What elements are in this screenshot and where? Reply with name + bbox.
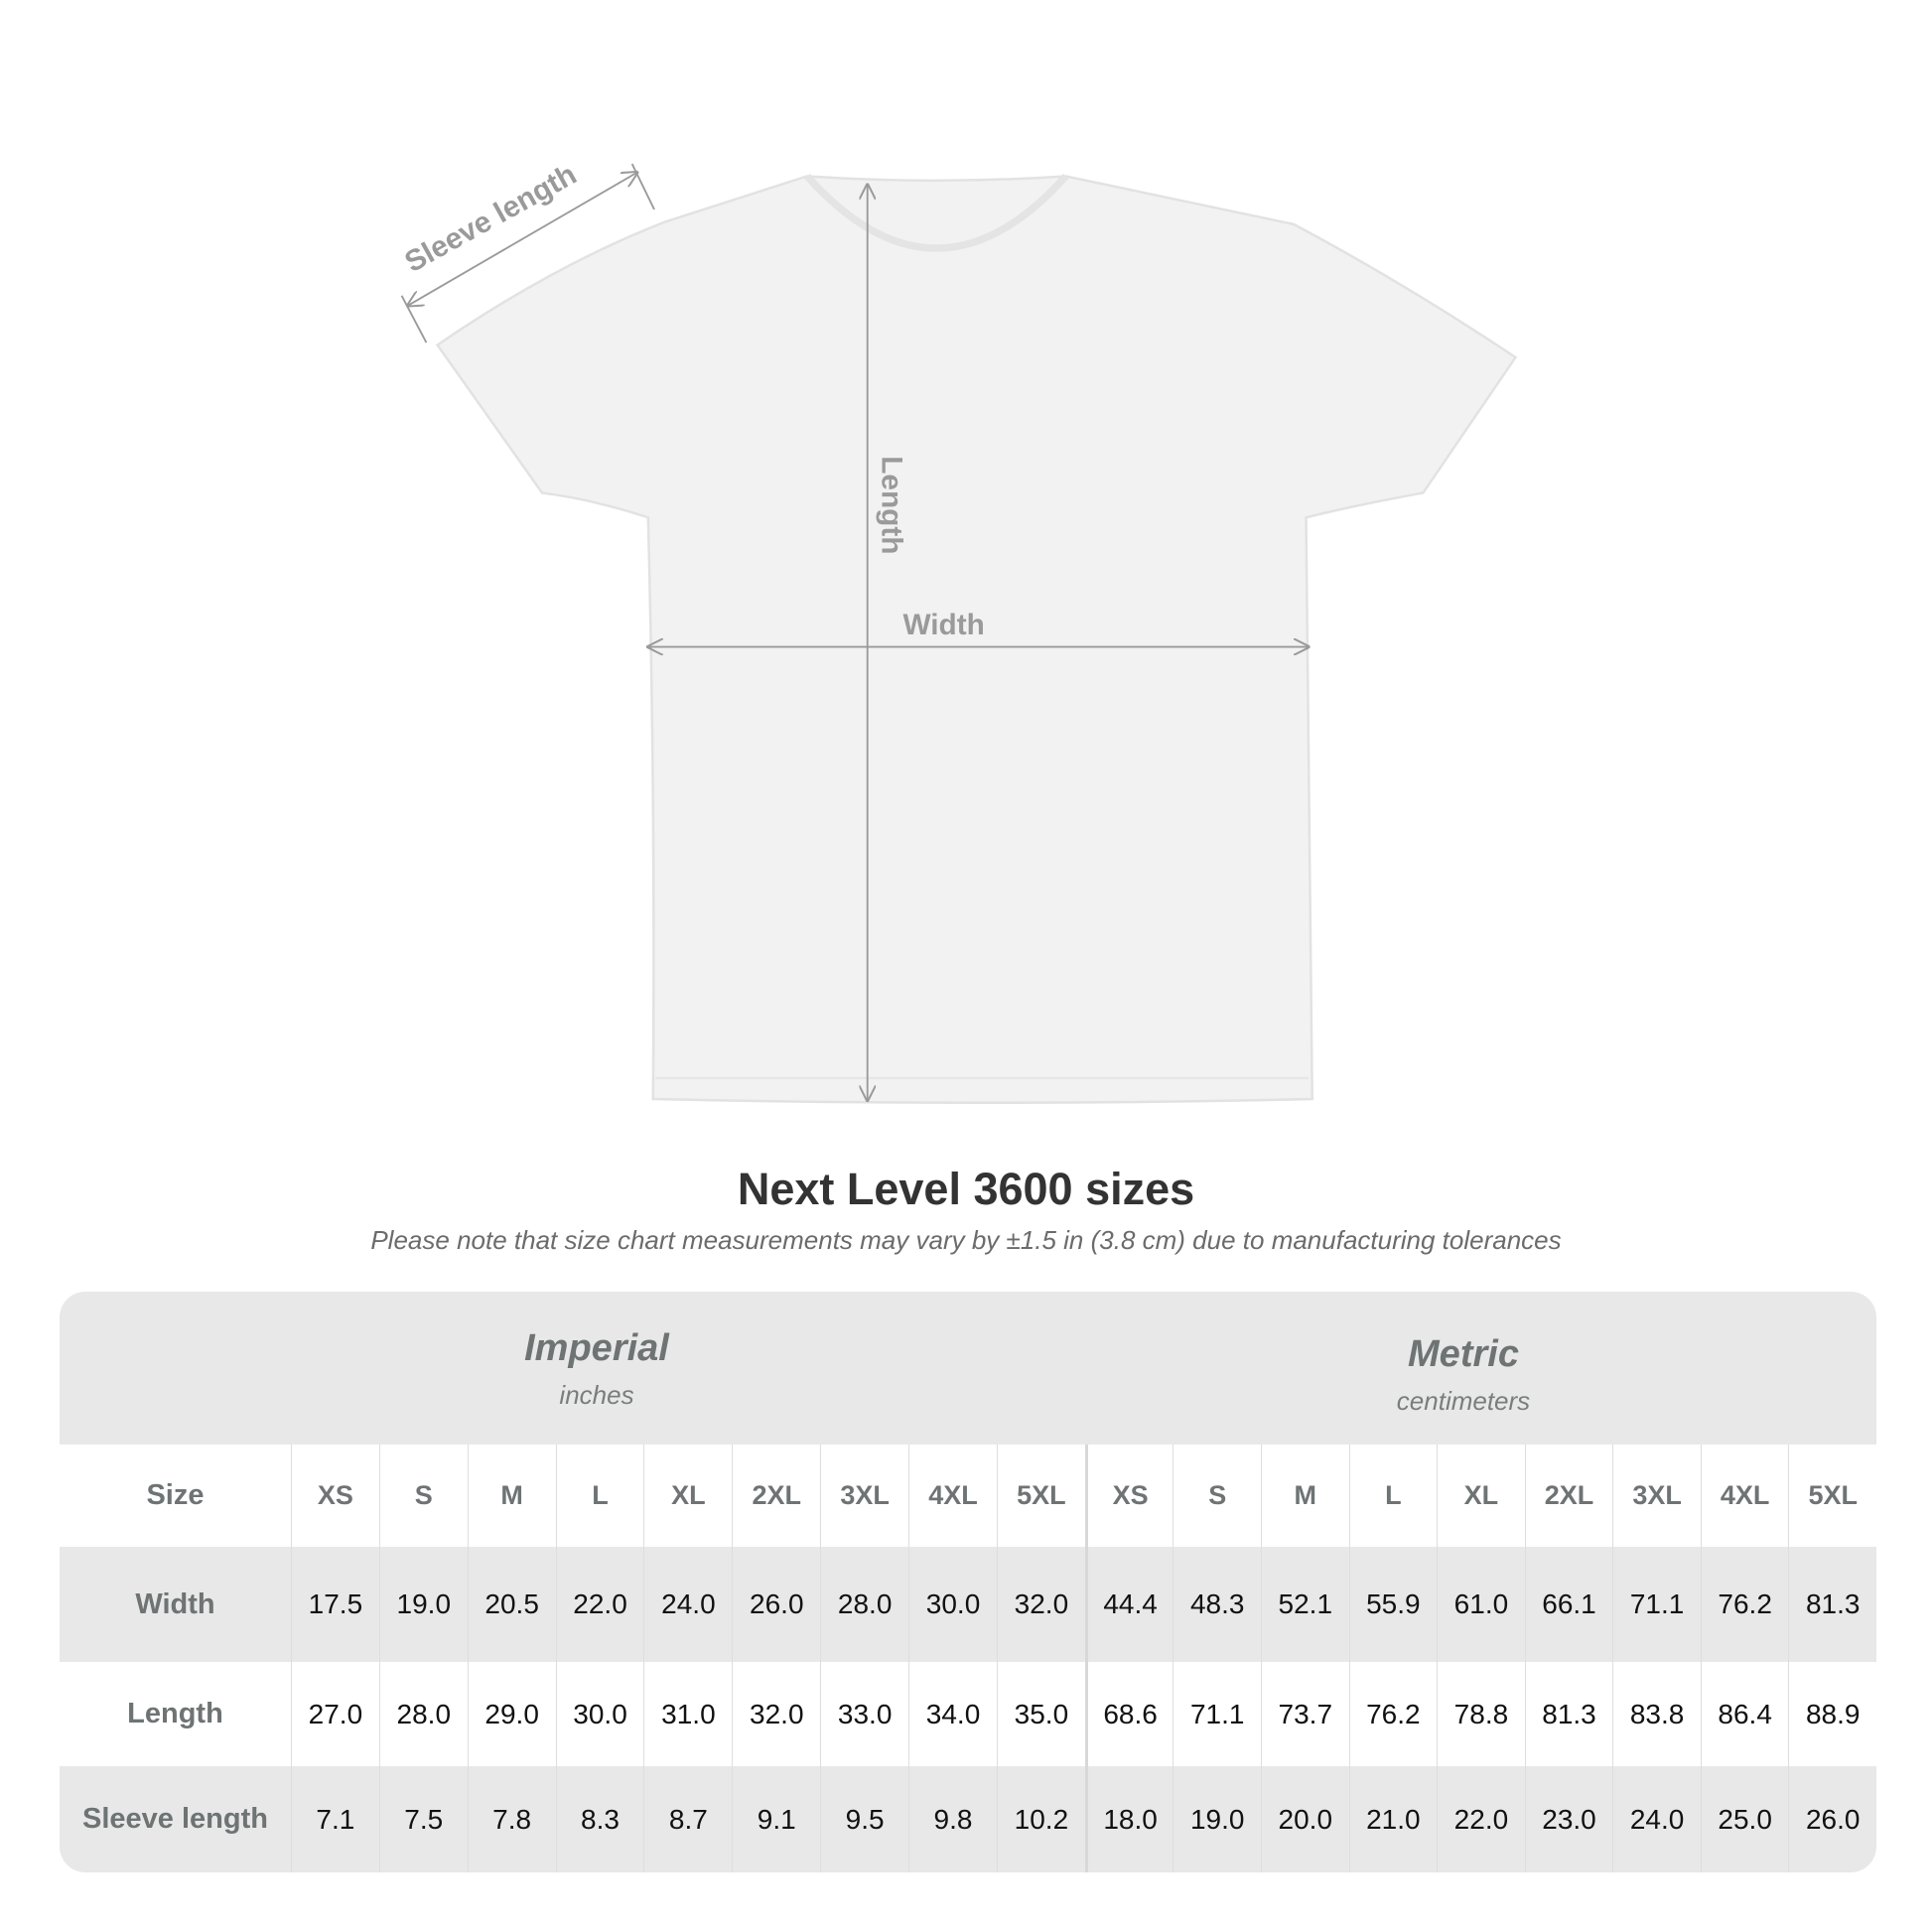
metric-value-cell: 71.1 (1612, 1547, 1701, 1662)
metric-value-cell: 66.1 (1524, 1547, 1613, 1662)
metric-value-cell: 26.0 (1788, 1766, 1876, 1872)
imperial-value-cell: 19.0 (378, 1547, 468, 1662)
metric-value-cell: 81.3 (1788, 1547, 1876, 1662)
imperial-value-cell: 27.0 (290, 1662, 379, 1766)
metric-value-cell: 73.7 (1260, 1662, 1349, 1766)
metric-value-cell: 88.9 (1788, 1662, 1876, 1766)
metric-value-cell: 71.1 (1173, 1662, 1261, 1766)
metric-unit: centimeters (1396, 1386, 1531, 1416)
row-label: Width (135, 1587, 215, 1620)
metric-value-cell: 18.0 (1084, 1766, 1173, 1872)
imperial-size-header: S (378, 1445, 468, 1547)
metric-value-cell: 20.0 (1260, 1766, 1349, 1872)
metric-value-cell: 19.0 (1173, 1766, 1261, 1872)
metric-value-cell: 24.0 (1612, 1766, 1701, 1872)
table-row: Width 17.5 19.0 20.5 22.0 24.0 26.0 28.0 30.0 32.… (60, 1547, 1876, 1662)
sleeve-tick-left (400, 295, 428, 344)
metric-value-cell: 22.0 (1437, 1766, 1525, 1872)
imperial-value-cell: 30.0 (908, 1547, 997, 1662)
width-label: Width (902, 609, 984, 641)
metric-size-header: 5XL (1788, 1445, 1876, 1547)
table-row: Length 27.0 28.0 29.0 30.0 31.0 32.0 33.0 34.0 35… (60, 1662, 1876, 1766)
imperial-title: Imperial (524, 1327, 669, 1369)
imperial-value-cell: 9.1 (732, 1766, 820, 1872)
imperial-value-cell: 32.0 (732, 1662, 820, 1766)
imperial-size-header: M (467, 1445, 556, 1547)
imperial-size-header: L (555, 1445, 644, 1547)
imperial-value-cell: 34.0 (908, 1662, 997, 1766)
imperial-value-cell: 28.0 (820, 1547, 908, 1662)
metric-value-cell: 48.3 (1173, 1547, 1261, 1662)
metric-value-cell: 86.4 (1700, 1662, 1789, 1766)
imperial-value-cell: 7.5 (378, 1766, 468, 1872)
metric-value-cell: 55.9 (1348, 1547, 1438, 1662)
imperial-value-cell: 10.2 (996, 1766, 1085, 1872)
imperial-size-header: 2XL (732, 1445, 820, 1547)
metric-size-header: 3XL (1612, 1445, 1701, 1547)
imperial-value-cell: 31.0 (643, 1662, 732, 1766)
imperial-value-cell: 28.0 (378, 1662, 468, 1766)
metric-value-cell: 76.2 (1700, 1547, 1789, 1662)
metric-size-header: 4XL (1700, 1445, 1789, 1547)
imperial-unit: inches (559, 1380, 634, 1410)
metric-size-header: S (1173, 1445, 1261, 1547)
imperial-value-cell: 26.0 (732, 1547, 820, 1662)
imperial-value-cell: 30.0 (555, 1662, 644, 1766)
imperial-value-cell: 9.5 (820, 1766, 908, 1872)
imperial-size-header: 3XL (820, 1445, 908, 1547)
metric-value-cell: 44.4 (1084, 1547, 1173, 1662)
imperial-value-cell: 32.0 (996, 1547, 1085, 1662)
imperial-value-cell: 22.0 (555, 1547, 644, 1662)
metric-value-cell: 23.0 (1524, 1766, 1613, 1872)
metric-value-cell: 76.2 (1348, 1662, 1438, 1766)
imperial-value-cell: 33.0 (820, 1662, 908, 1766)
row-label: Length (127, 1698, 223, 1729)
metric-header: Metric centimeters (1116, 1333, 1811, 1417)
metric-size-header: XL (1437, 1445, 1525, 1547)
metric-value-cell: 61.0 (1437, 1547, 1525, 1662)
imperial-value-cell: 35.0 (996, 1662, 1085, 1766)
imperial-size-header: 4XL (908, 1445, 997, 1547)
metric-title: Metric (1408, 1333, 1519, 1375)
size-table: Imperial inches Metric centimeters Size X… (60, 1292, 1876, 1872)
metric-value-cell: 25.0 (1700, 1766, 1789, 1872)
metric-size-header: L (1348, 1445, 1438, 1547)
imperial-value-cell: 8.7 (643, 1766, 732, 1872)
imperial-value-cell: 7.8 (467, 1766, 556, 1872)
size-header-label: Size (146, 1479, 205, 1511)
metric-size-header: M (1260, 1445, 1349, 1547)
imperial-size-header: XS (290, 1445, 379, 1547)
metric-value-cell: 68.6 (1084, 1662, 1173, 1766)
sleeve-arrow (408, 173, 637, 306)
metric-value-cell: 21.0 (1348, 1766, 1438, 1872)
table-row: Sleeve length 7.1 7.5 7.8 8.3 8.7 9.1 9.5 9.8 10.… (60, 1766, 1876, 1872)
sleeve-length-label: Sleeve length (399, 158, 582, 279)
sleeve-tick-right (630, 163, 655, 210)
imperial-value-cell: 20.5 (467, 1547, 556, 1662)
metric-size-header: 2XL (1524, 1445, 1613, 1547)
metric-value-cell: 83.8 (1612, 1662, 1701, 1766)
imperial-value-cell: 29.0 (467, 1662, 556, 1766)
length-label: Length (876, 456, 908, 554)
imperial-size-header: XL (643, 1445, 732, 1547)
imperial-value-cell: 17.5 (290, 1547, 379, 1662)
imperial-value-cell: 9.8 (908, 1766, 997, 1872)
metric-size-header: XS (1084, 1445, 1173, 1547)
chart-title: Next Level 3600 sizes (737, 1164, 1195, 1214)
imperial-header: Imperial inches (249, 1327, 944, 1411)
row-label: Sleeve length (81, 1803, 268, 1835)
imperial-value-cell: 24.0 (643, 1547, 732, 1662)
tolerance-note: Please note that size chart measurements… (370, 1225, 1562, 1255)
metric-value-cell: 78.8 (1437, 1662, 1525, 1766)
imperial-value-cell: 8.3 (555, 1766, 644, 1872)
metric-value-cell: 52.1 (1260, 1547, 1349, 1662)
metric-value-cell: 81.3 (1524, 1662, 1613, 1766)
imperial-size-header: 5XL (996, 1445, 1085, 1547)
collar (804, 173, 1069, 252)
imperial-value-cell: 7.1 (290, 1766, 379, 1872)
size-header-row: Size XS S M L XL 2XL 3XL 4XL 5XL XS S M L XL 2XL 3XL 4XL 5… (60, 1445, 1876, 1547)
